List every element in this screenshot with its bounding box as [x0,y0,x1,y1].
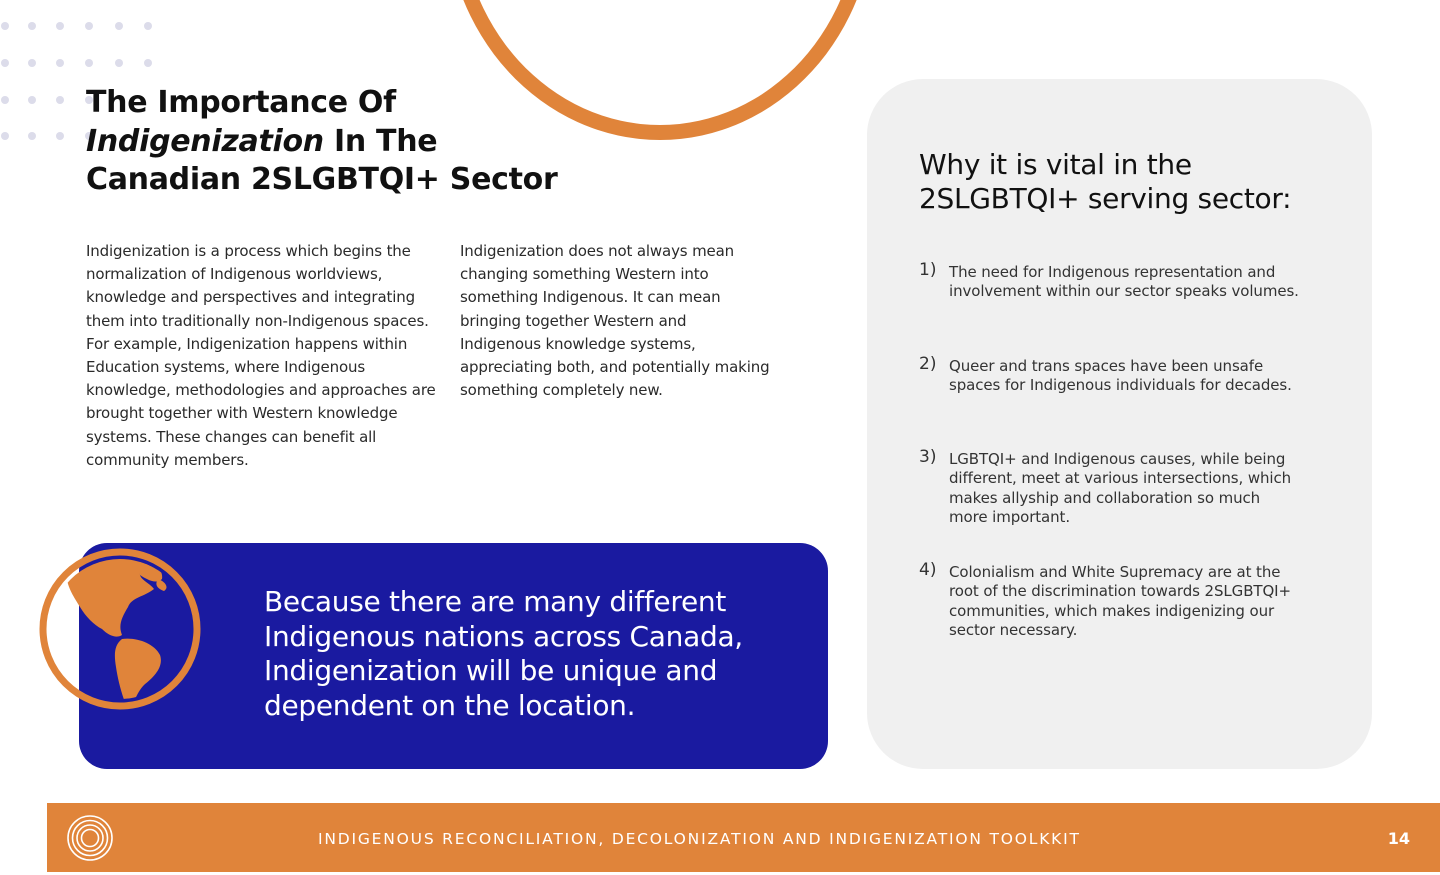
reason-number: 2) [919,354,937,374]
title-italic-word: Indigenization [86,123,324,159]
footer-title: INDIGENOUS RECONCILIATION, DECOLONIZATIO… [318,830,1081,848]
footer-bar: INDIGENOUS RECONCILIATION, DECOLONIZATIO… [47,803,1440,872]
globe-icon [39,548,201,710]
side-panel [867,79,1372,769]
reason-text: Queer and trans spaces have been unsafe … [949,357,1292,395]
reason-number: 3) [919,447,937,467]
quote-card [79,543,828,769]
title-line-1: The Importance Of [86,85,396,120]
side-panel-title: Why it is vital in the 2SLGBTQI+ serving… [919,148,1292,215]
footer-logo-icon [67,815,113,861]
reason-text: The need for Indigenous representation a… [949,263,1299,301]
reason-number: 4) [919,560,937,580]
reason-text: Colonialism and White Supremacy are at t… [949,563,1291,640]
page-number: 14 [1387,829,1410,848]
reason-number: 1) [919,260,937,280]
intro-paragraph: Indigenization is a process which begins… [86,242,436,469]
title-line-2-rest: In The [323,123,438,159]
title-line-3: Canadian 2SLGBTQI+ Sector [86,162,558,197]
title-line-2: Indigenization In The [86,123,557,162]
second-paragraph: Indigenization does not always mean chan… [460,242,770,400]
page-title: The Importance Of Indigenization In The … [86,84,558,200]
quote-text: Because there are many different Indigen… [264,585,743,722]
reason-text: LGBTQI+ and Indigenous causes, while bei… [949,450,1292,527]
decorative-dot-grid [1,22,152,140]
